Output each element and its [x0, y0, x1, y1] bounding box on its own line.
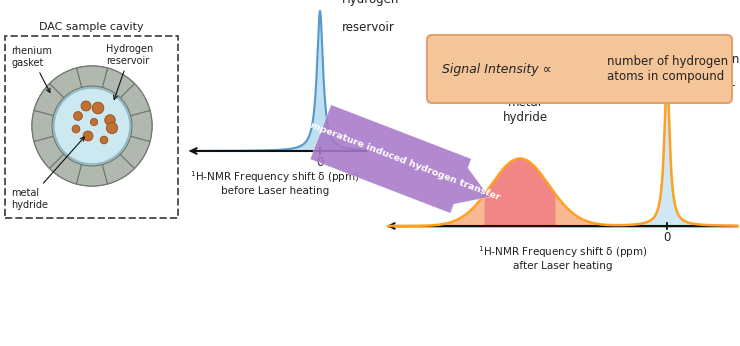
- Text: metal
hydride: metal hydride: [502, 96, 548, 124]
- Polygon shape: [485, 158, 556, 226]
- Text: Signal Intensity ∝: Signal Intensity ∝: [442, 63, 551, 75]
- Wedge shape: [50, 154, 81, 184]
- Polygon shape: [190, 11, 367, 151]
- Wedge shape: [76, 66, 107, 87]
- Wedge shape: [34, 136, 64, 169]
- FancyBboxPatch shape: [427, 35, 732, 103]
- Text: Hydrogen
reservoir: Hydrogen reservoir: [106, 44, 153, 99]
- Circle shape: [72, 125, 80, 133]
- Text: $^{1}$H-NMR Frequency shift δ (ppm)
after Laser heating: $^{1}$H-NMR Frequency shift δ (ppm) afte…: [478, 244, 648, 271]
- Polygon shape: [388, 158, 737, 226]
- FancyArrowPatch shape: [310, 105, 489, 213]
- Wedge shape: [50, 68, 81, 98]
- Text: rhenium
gasket: rhenium gasket: [11, 46, 52, 92]
- Circle shape: [54, 88, 130, 164]
- Wedge shape: [76, 165, 107, 186]
- Text: metal
hydride: metal hydride: [11, 137, 84, 210]
- FancyBboxPatch shape: [5, 36, 178, 218]
- Wedge shape: [102, 68, 135, 98]
- Circle shape: [92, 102, 104, 114]
- Text: DAC sample cavity: DAC sample cavity: [39, 22, 144, 32]
- Wedge shape: [34, 84, 64, 116]
- Circle shape: [81, 101, 91, 111]
- Text: Temperature induced hydrogen transfer: Temperature induced hydrogen transfer: [298, 117, 502, 202]
- Wedge shape: [102, 154, 135, 184]
- Text: number of hydrogen
atoms in compound: number of hydrogen atoms in compound: [607, 55, 728, 83]
- Circle shape: [107, 122, 118, 134]
- Wedge shape: [131, 110, 152, 142]
- Wedge shape: [32, 110, 53, 142]
- Text: 0: 0: [316, 156, 323, 169]
- Text: Hydrogen: Hydrogen: [683, 53, 740, 66]
- Text: reservoir: reservoir: [683, 82, 736, 95]
- Circle shape: [73, 111, 82, 120]
- Circle shape: [104, 115, 115, 125]
- Wedge shape: [121, 84, 150, 116]
- Wedge shape: [121, 136, 150, 169]
- Text: 0: 0: [663, 231, 670, 244]
- Circle shape: [32, 66, 152, 186]
- Circle shape: [83, 131, 93, 141]
- Circle shape: [100, 136, 108, 144]
- Polygon shape: [388, 76, 737, 226]
- Text: $^{1}$H-NMR Frequency shift δ (ppm)
before Laser heating: $^{1}$H-NMR Frequency shift δ (ppm) befo…: [190, 169, 360, 197]
- Text: reservoir: reservoir: [342, 21, 395, 34]
- Text: Hydrogen: Hydrogen: [342, 0, 400, 6]
- Circle shape: [90, 118, 98, 126]
